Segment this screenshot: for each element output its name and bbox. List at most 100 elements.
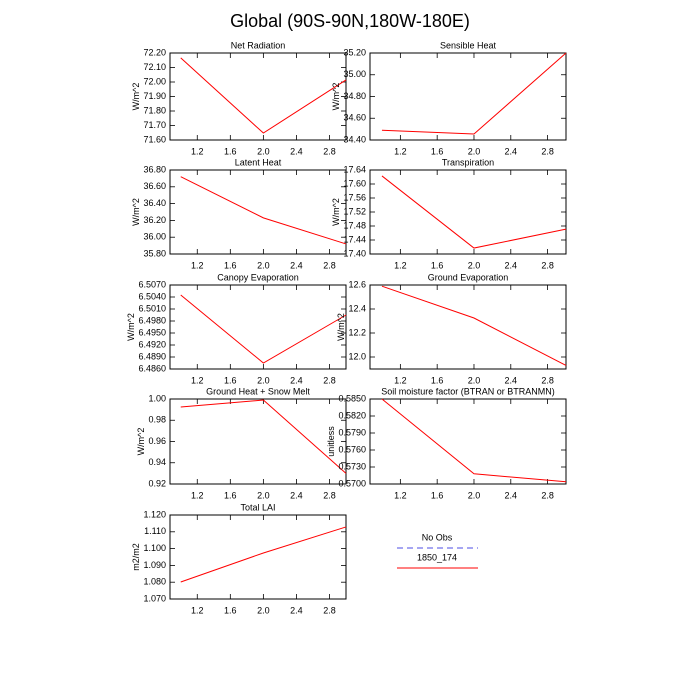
y-tick-label: 0.5790	[338, 427, 366, 437]
panel-title: Ground Heat + Snow Melt	[206, 386, 310, 396]
plot-frame	[369, 398, 567, 485]
y-tick-label: 1.120	[143, 509, 166, 519]
y-tick-label: 6.5070	[138, 279, 166, 289]
y-tick-label: 6.4920	[138, 339, 166, 349]
y-tick-label: 0.5850	[338, 393, 366, 403]
data-line	[180, 57, 347, 134]
y-tick-label: 34.40	[343, 134, 366, 144]
legend-label: No Obs	[422, 532, 453, 542]
y-tick-label: 1.00	[148, 393, 166, 403]
y-tick-label: 6.4890	[138, 351, 166, 361]
x-tick-label: 1.2	[191, 260, 204, 270]
y-tick-label: 36.20	[143, 215, 166, 225]
x-tick-label: 1.2	[394, 375, 407, 385]
x-tick-label: 1.2	[191, 490, 204, 500]
y-axis-label: W/m^2	[336, 313, 346, 341]
data-line	[381, 285, 567, 366]
data-line	[180, 294, 347, 364]
x-tick-label: 2.4	[290, 605, 303, 615]
y-tick-label: 71.70	[143, 120, 166, 130]
x-tick-label: 2.0	[257, 490, 270, 500]
x-tick-label: 2.0	[257, 260, 270, 270]
x-tick-label: 2.8	[541, 375, 554, 385]
x-tick-label: 1.6	[431, 146, 444, 156]
x-tick-label: 1.6	[431, 490, 444, 500]
data-line	[180, 176, 347, 245]
plot-frame	[169, 284, 347, 370]
y-tick-label: 17.60	[343, 178, 366, 188]
data-line	[381, 398, 567, 483]
y-tick-label: 17.44	[343, 234, 366, 244]
y-axis-label: m2/m2	[131, 543, 141, 571]
x-tick-label: 2.0	[257, 375, 270, 385]
chart-title: Global (90S-90N,180W-180E)	[230, 11, 470, 31]
x-tick-label: 1.6	[431, 375, 444, 385]
x-tick-label: 2.0	[468, 375, 481, 385]
x-tick-label: 2.0	[468, 490, 481, 500]
x-tick-label: 2.4	[290, 375, 303, 385]
y-tick-label: 36.00	[143, 232, 166, 242]
data-line	[180, 526, 347, 583]
plot-frame	[369, 169, 567, 255]
x-tick-label: 2.0	[468, 146, 481, 156]
x-tick-label: 2.8	[323, 375, 336, 385]
y-axis-label: W/m^2	[136, 428, 146, 456]
x-tick-label: 2.4	[290, 260, 303, 270]
plot-frame	[169, 169, 347, 255]
y-tick-label: 1.070	[143, 593, 166, 603]
x-tick-label: 1.6	[224, 260, 237, 270]
y-tick-label: 72.10	[143, 62, 166, 72]
y-tick-label: 6.4980	[138, 315, 166, 325]
y-tick-label: 6.5040	[138, 291, 166, 301]
x-tick-label: 2.8	[541, 146, 554, 156]
y-tick-label: 6.4950	[138, 327, 166, 337]
y-tick-label: 35.00	[343, 69, 366, 79]
x-tick-label: 1.2	[191, 146, 204, 156]
y-axis-label: unitless	[326, 426, 336, 457]
y-tick-label: 1.100	[143, 543, 166, 553]
y-tick-label: 34.60	[343, 113, 366, 123]
y-tick-label: 12.2	[348, 327, 366, 337]
x-tick-label: 1.6	[224, 605, 237, 615]
y-tick-label: 12.0	[348, 351, 366, 361]
y-tick-label: 36.60	[143, 181, 166, 191]
y-tick-label: 12.6	[348, 279, 366, 289]
x-tick-label: 2.8	[323, 605, 336, 615]
panel-title: Ground Evaporation	[428, 272, 509, 282]
plot-frame	[169, 514, 347, 600]
y-tick-label: 0.92	[148, 478, 166, 488]
panel-title: Net Radiation	[231, 40, 286, 50]
y-axis-label: W/m^2	[131, 83, 141, 111]
x-tick-label: 2.0	[257, 605, 270, 615]
y-tick-label: 1.110	[144, 526, 166, 536]
y-tick-label: 71.60	[143, 134, 166, 144]
y-tick-label: 0.5700	[338, 478, 366, 488]
y-tick-label: 35.80	[143, 248, 166, 258]
data-line	[381, 175, 567, 249]
y-tick-label: 36.40	[143, 198, 166, 208]
x-tick-label: 1.6	[224, 490, 237, 500]
y-tick-label: 0.5730	[338, 461, 366, 471]
y-tick-label: 6.4860	[138, 363, 166, 373]
x-tick-label: 2.4	[505, 146, 518, 156]
y-tick-label: 0.96	[148, 436, 166, 446]
x-tick-label: 1.6	[224, 375, 237, 385]
y-tick-label: 72.20	[143, 47, 166, 57]
y-tick-label: 71.90	[143, 91, 166, 101]
y-tick-label: 12.4	[348, 303, 366, 313]
y-tick-label: 72.00	[143, 76, 166, 86]
y-tick-label: 17.40	[343, 248, 366, 258]
x-tick-label: 1.6	[431, 260, 444, 270]
plot-frame	[369, 52, 567, 141]
y-tick-label: 0.5820	[338, 410, 366, 420]
x-tick-label: 1.2	[394, 146, 407, 156]
y-tick-label: 35.20	[343, 47, 366, 57]
panel-title: Latent Heat	[235, 157, 282, 167]
x-tick-label: 2.4	[505, 260, 518, 270]
y-tick-label: 17.56	[343, 192, 366, 202]
panel-title: Transpiration	[442, 157, 494, 167]
data-line	[381, 52, 567, 135]
y-axis-label: W/m^2	[126, 313, 136, 341]
x-tick-label: 1.2	[191, 375, 204, 385]
